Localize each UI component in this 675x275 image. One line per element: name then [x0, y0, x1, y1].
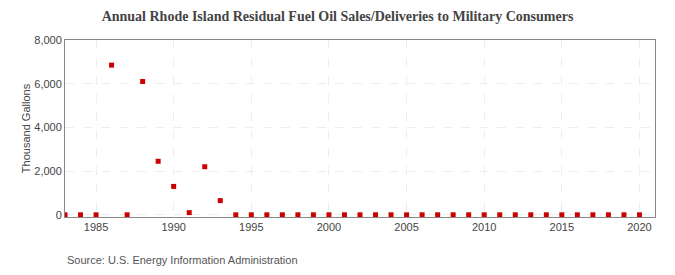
- svg-text:Thousand Gallons: Thousand Gallons: [20, 83, 32, 173]
- svg-text:2000: 2000: [317, 221, 341, 233]
- svg-text:0: 0: [56, 209, 62, 221]
- svg-text:2,000: 2,000: [34, 165, 62, 177]
- svg-text:6,000: 6,000: [34, 78, 62, 90]
- svg-text:2015: 2015: [550, 221, 574, 233]
- svg-text:2010: 2010: [472, 221, 496, 233]
- svg-text:2005: 2005: [394, 221, 418, 233]
- svg-text:2020: 2020: [627, 221, 651, 233]
- svg-text:8,000: 8,000: [34, 34, 62, 46]
- svg-text:Source: U.S. Energy Informatio: Source: U.S. Energy Information Administ…: [67, 254, 298, 266]
- svg-text:1985: 1985: [84, 221, 108, 233]
- svg-text:Annual Rhode Island Residual F: Annual Rhode Island Residual Fuel Oil Sa…: [102, 9, 574, 24]
- svg-text:1995: 1995: [239, 221, 263, 233]
- svg-text:4,000: 4,000: [34, 121, 62, 133]
- svg-text:1990: 1990: [161, 221, 185, 233]
